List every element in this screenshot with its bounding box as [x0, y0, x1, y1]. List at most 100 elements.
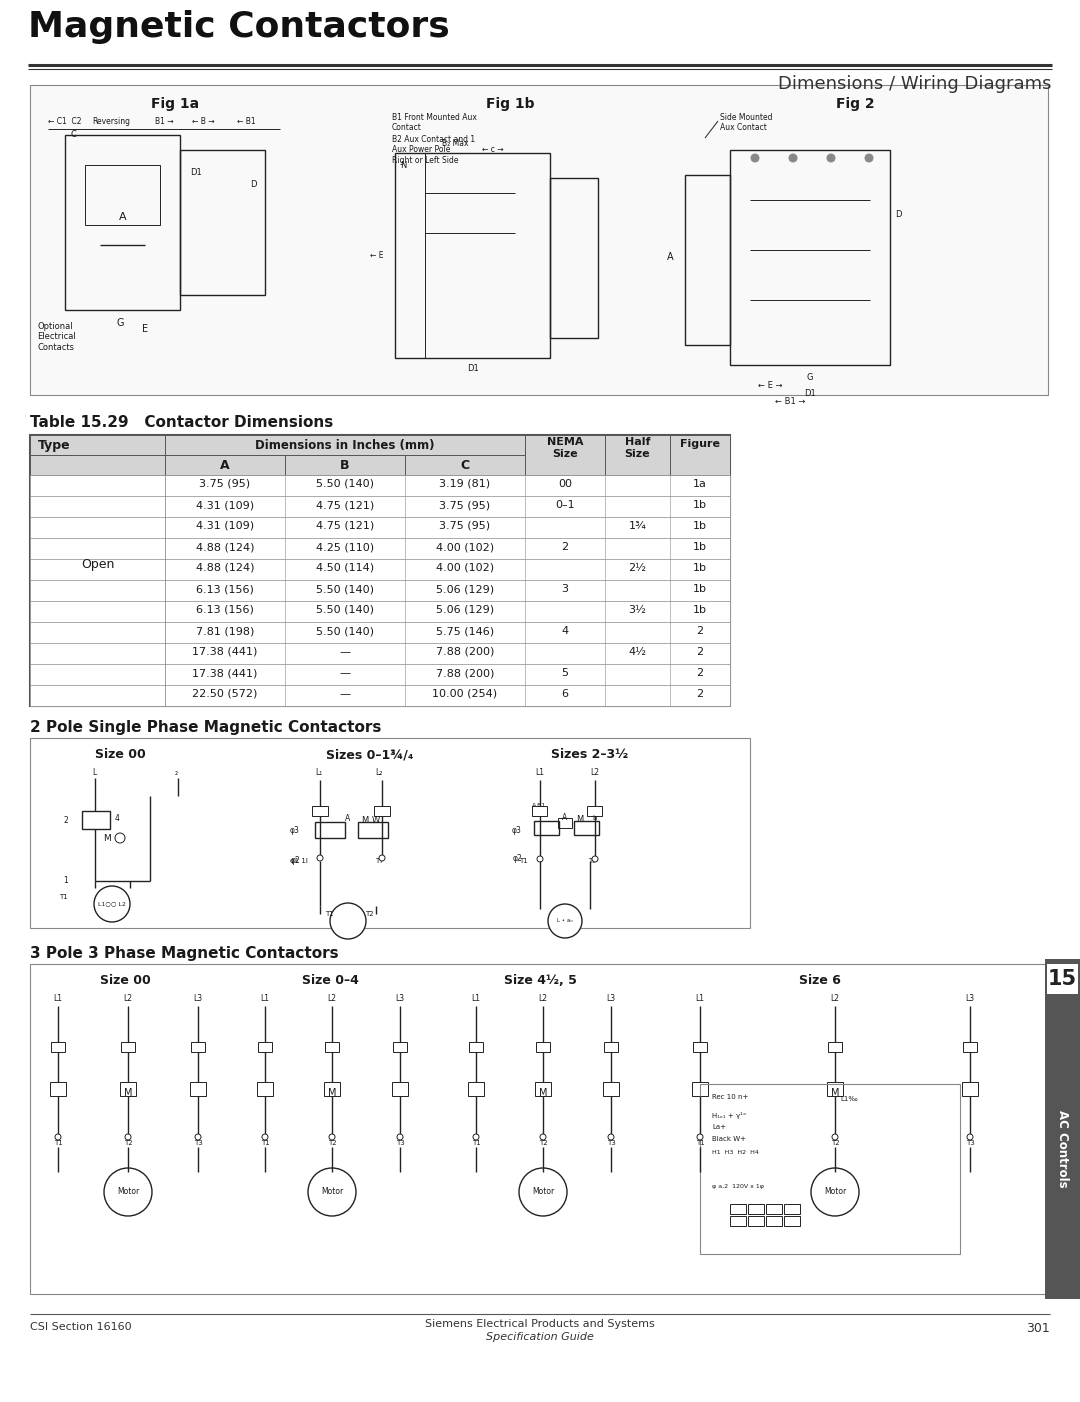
- Text: 3.75 (95): 3.75 (95): [200, 479, 251, 489]
- Text: NEMA
Size: NEMA Size: [546, 437, 583, 458]
- Text: b: b: [592, 815, 596, 822]
- Text: 1b: 1b: [693, 501, 707, 510]
- Bar: [748, 1204, 764, 1214]
- Text: 5.50 (140): 5.50 (140): [316, 606, 374, 615]
- Text: 2: 2: [697, 688, 703, 700]
- Text: G: G: [117, 318, 124, 328]
- Bar: [670, 435, 730, 475]
- Circle shape: [262, 1134, 268, 1140]
- Bar: [963, 1042, 977, 1052]
- Text: 00: 00: [558, 479, 572, 489]
- Bar: [30, 559, 730, 580]
- Text: T2: T2: [831, 1140, 839, 1145]
- Circle shape: [751, 154, 759, 163]
- Text: L1: L1: [54, 994, 63, 1002]
- Bar: [258, 1042, 272, 1052]
- Text: T3: T3: [607, 1140, 616, 1145]
- Text: L1: L1: [535, 768, 544, 777]
- Bar: [685, 175, 730, 345]
- Bar: [30, 665, 730, 686]
- Text: AC Controls: AC Controls: [1056, 1110, 1069, 1187]
- Bar: [730, 1216, 746, 1225]
- Text: M: M: [103, 834, 111, 843]
- Text: L2: L2: [831, 994, 839, 1002]
- Text: —: —: [339, 667, 351, 679]
- Text: Table 15.29   Contactor Dimensions: Table 15.29 Contactor Dimensions: [30, 415, 334, 430]
- Text: Fig 1b: Fig 1b: [486, 97, 535, 111]
- Circle shape: [104, 1168, 152, 1216]
- Bar: [285, 456, 405, 475]
- Circle shape: [827, 154, 835, 163]
- Text: 2: 2: [697, 646, 703, 658]
- Text: T1: T1: [472, 1140, 481, 1145]
- Bar: [605, 435, 670, 475]
- Bar: [30, 644, 730, 665]
- Bar: [558, 817, 572, 829]
- Text: Size 00: Size 00: [99, 974, 150, 987]
- Text: L₁: L₁: [315, 768, 322, 777]
- Text: Sizes 2–3½: Sizes 2–3½: [552, 749, 629, 761]
- Text: 1b: 1b: [693, 564, 707, 573]
- Text: 6.13 (156): 6.13 (156): [197, 606, 254, 615]
- Text: Fig 1a: Fig 1a: [151, 97, 199, 111]
- Text: 4: 4: [562, 627, 568, 637]
- Text: 3.75 (95): 3.75 (95): [440, 501, 490, 510]
- Text: T1: T1: [260, 1140, 269, 1145]
- Text: 15: 15: [1048, 969, 1077, 988]
- Circle shape: [592, 857, 598, 862]
- Text: Figure: Figure: [680, 439, 720, 449]
- Text: 1b: 1b: [693, 585, 707, 594]
- Circle shape: [55, 1134, 60, 1140]
- Text: Open: Open: [81, 558, 114, 571]
- Text: ← E →: ← E →: [758, 381, 782, 390]
- Text: M: M: [327, 1088, 336, 1098]
- Text: 3: 3: [562, 585, 568, 594]
- Text: B1 →: B1 →: [156, 116, 174, 126]
- Text: B: B: [340, 458, 350, 472]
- Text: 7.88 (200): 7.88 (200): [436, 667, 495, 679]
- Bar: [165, 456, 285, 475]
- Text: W: W: [372, 816, 380, 824]
- Text: T1: T1: [54, 1140, 63, 1145]
- Text: A: A: [220, 458, 230, 472]
- Text: 1b: 1b: [693, 543, 707, 552]
- Text: —: —: [339, 688, 351, 700]
- Circle shape: [967, 1134, 973, 1140]
- Bar: [392, 1082, 408, 1096]
- Text: Dimensions / Wiring Diagrams: Dimensions / Wiring Diagrams: [779, 74, 1052, 93]
- Text: 6.13 (156): 6.13 (156): [197, 585, 254, 594]
- Text: D1: D1: [467, 365, 478, 373]
- Text: Size 6: Size 6: [799, 974, 841, 987]
- Bar: [30, 580, 730, 601]
- Text: 1b: 1b: [693, 606, 707, 615]
- Text: T1: T1: [59, 894, 68, 900]
- Bar: [1045, 959, 1080, 1300]
- Bar: [766, 1204, 782, 1214]
- Text: ← B1 →: ← B1 →: [774, 397, 806, 407]
- Text: Size 00: Size 00: [95, 749, 146, 761]
- Circle shape: [608, 1134, 615, 1140]
- Text: M: M: [831, 1088, 839, 1098]
- Bar: [51, 1042, 65, 1052]
- Text: 6: 6: [562, 688, 568, 700]
- Text: 17.38 (441): 17.38 (441): [192, 667, 258, 679]
- Bar: [30, 737, 750, 928]
- Text: C: C: [460, 458, 470, 472]
- Bar: [692, 1082, 708, 1096]
- Circle shape: [548, 904, 582, 938]
- Text: 4½: 4½: [629, 646, 647, 658]
- Text: T3: T3: [966, 1140, 974, 1145]
- Bar: [700, 1084, 960, 1253]
- Text: Magnetic Contactors: Magnetic Contactors: [28, 10, 449, 43]
- Text: 2 Pole Single Phase Magnetic Contactors: 2 Pole Single Phase Magnetic Contactors: [30, 721, 381, 735]
- Text: 7.81 (198): 7.81 (198): [195, 627, 254, 637]
- Bar: [30, 965, 1048, 1294]
- Bar: [469, 1042, 483, 1052]
- Text: M: M: [539, 1088, 548, 1098]
- Bar: [30, 517, 730, 538]
- Text: H1  H3  H2  H4: H1 H3 H2 H4: [712, 1150, 759, 1155]
- Text: D1: D1: [190, 168, 202, 177]
- Bar: [30, 86, 1048, 395]
- Circle shape: [318, 855, 323, 861]
- Bar: [828, 1042, 842, 1052]
